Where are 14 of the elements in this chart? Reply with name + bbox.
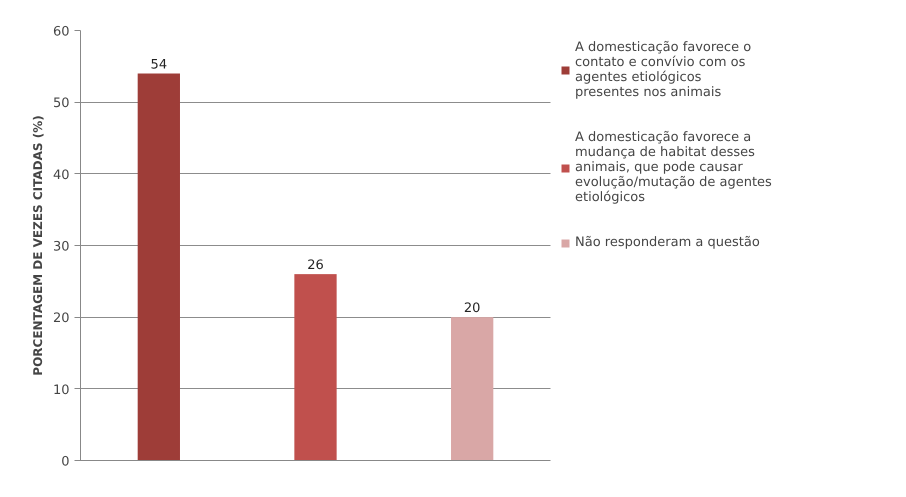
data-label: 54 bbox=[150, 58, 168, 72]
y-tick-label: 40 bbox=[52, 168, 70, 183]
y-tick-label: 10 bbox=[52, 382, 70, 398]
y-tick-label: 0 bbox=[61, 454, 70, 470]
y-tick-label: 20 bbox=[52, 311, 70, 326]
data-label: 20 bbox=[464, 301, 480, 316]
y-axis-title: PORCENTAGEM DE VEZES CITADAS (%) bbox=[30, 115, 45, 376]
y-tick-label: 30 bbox=[52, 240, 70, 254]
y-tick-label: 50 bbox=[52, 96, 70, 112]
legend-label: A domesticação favorece a mudança de habitat desses animais, que pode causar evolução/mutação de agentes etiológicos bbox=[575, 130, 772, 205]
legend-label: Não responderam a questão bbox=[575, 235, 760, 250]
data-label: 26 bbox=[307, 258, 324, 274]
y-tick-label: 60 bbox=[52, 24, 70, 40]
legend-label: A domesticação favorece o contato e convívio com os agentes etiológicos presentes nos animais bbox=[575, 40, 752, 100]
